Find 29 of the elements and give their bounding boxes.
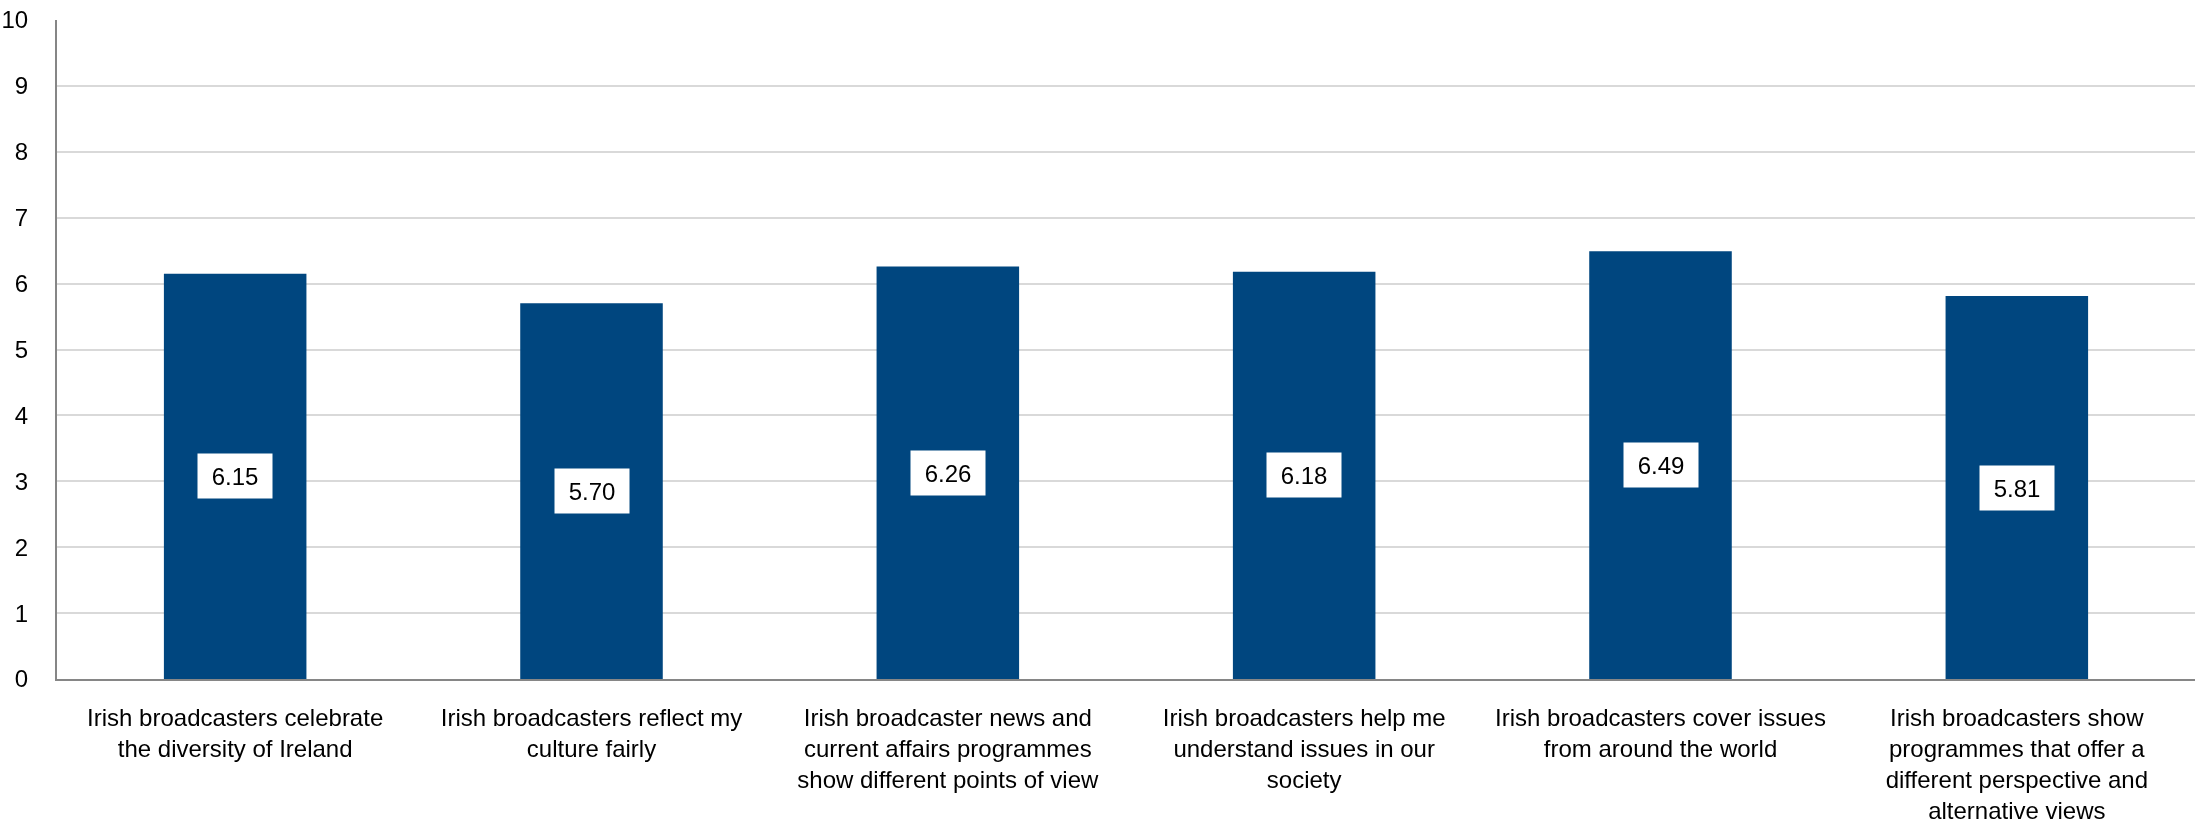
data-label: 5.70 [568,477,616,505]
y-tick-label: 5 [14,335,29,363]
data-label: 6.18 [1280,461,1328,489]
y-tick-label: 8 [14,138,29,166]
x-tick-label: Irish broadcasters reflect my culture fairly [440,703,743,762]
data-label: 6.15 [211,462,259,490]
data-label: 5.81 [1993,474,2041,502]
y-tick-label: 9 [14,72,29,100]
data-label: 6.26 [924,459,972,487]
y-tick-label: 10 [1,6,29,34]
bar [163,273,307,679]
bar [1589,251,1732,679]
y-tick-label: 6 [14,270,29,297]
y-tick-label: 7 [14,204,29,232]
y-tick-label: 2 [14,533,29,561]
bar [1945,296,2089,679]
bar [876,266,1020,679]
y-tick-label: 0 [14,665,29,693]
x-tick-label: Irish broadcasters help me understand issues in our society [1162,703,1446,794]
bar [1232,271,1376,679]
y-tick-label: 1 [14,599,29,627]
data-label: 6.49 [1637,451,1685,479]
x-tick-label: Irish broadcasters celebrate the diversity of Ireland [87,703,384,762]
bar [520,303,663,679]
y-tick-label: 4 [14,401,29,429]
y-tick-label: 3 [14,467,29,495]
x-tick-label: Irish broadcasters cover issues from around the world [1495,703,1826,762]
x-tick-label: Irish broadcasters show programmes that offer a different perspective and alternative views [1885,703,2149,825]
x-tick-label: Irish broadcaster news and current affairs programmes show different points of view [797,703,1100,794]
